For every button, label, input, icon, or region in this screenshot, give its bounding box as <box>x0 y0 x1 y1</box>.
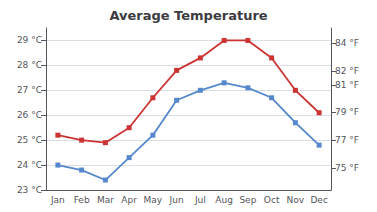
svg-text:Sep: Sep <box>239 195 256 205</box>
svg-text:75 °F: 75 °F <box>335 163 359 173</box>
svg-text:27 °C: 27 °C <box>17 85 42 95</box>
svg-text:Aug: Aug <box>215 195 233 205</box>
svg-text:84 °F: 84 °F <box>335 38 359 48</box>
svg-text:Jul: Jul <box>194 195 206 205</box>
svg-text:81 °F: 81 °F <box>335 80 359 90</box>
svg-text:25 °C: 25 °C <box>17 135 42 145</box>
svg-text:79 °F: 79 °F <box>335 107 359 117</box>
svg-text:Mar: Mar <box>97 195 114 205</box>
svg-text:Dec: Dec <box>310 195 327 205</box>
svg-text:24 °C: 24 °C <box>17 160 42 170</box>
svg-text:Feb: Feb <box>74 195 90 205</box>
svg-text:Nov: Nov <box>287 195 305 205</box>
svg-text:77 °F: 77 °F <box>335 135 359 145</box>
svg-text:28 °C: 28 °C <box>17 60 42 70</box>
svg-text:Jun: Jun <box>169 195 184 205</box>
svg-text:23 °C: 23 °C <box>17 185 42 195</box>
svg-text:Oct: Oct <box>264 195 280 205</box>
svg-text:Average Temperature: Average Temperature <box>109 8 267 23</box>
svg-text:82 °F: 82 °F <box>335 66 359 76</box>
svg-text:May: May <box>144 195 163 205</box>
svg-text:Jan: Jan <box>50 195 65 205</box>
svg-text:29 °C: 29 °C <box>17 35 42 45</box>
svg-text:26 °C: 26 °C <box>17 110 42 120</box>
svg-text:Apr: Apr <box>121 195 137 205</box>
